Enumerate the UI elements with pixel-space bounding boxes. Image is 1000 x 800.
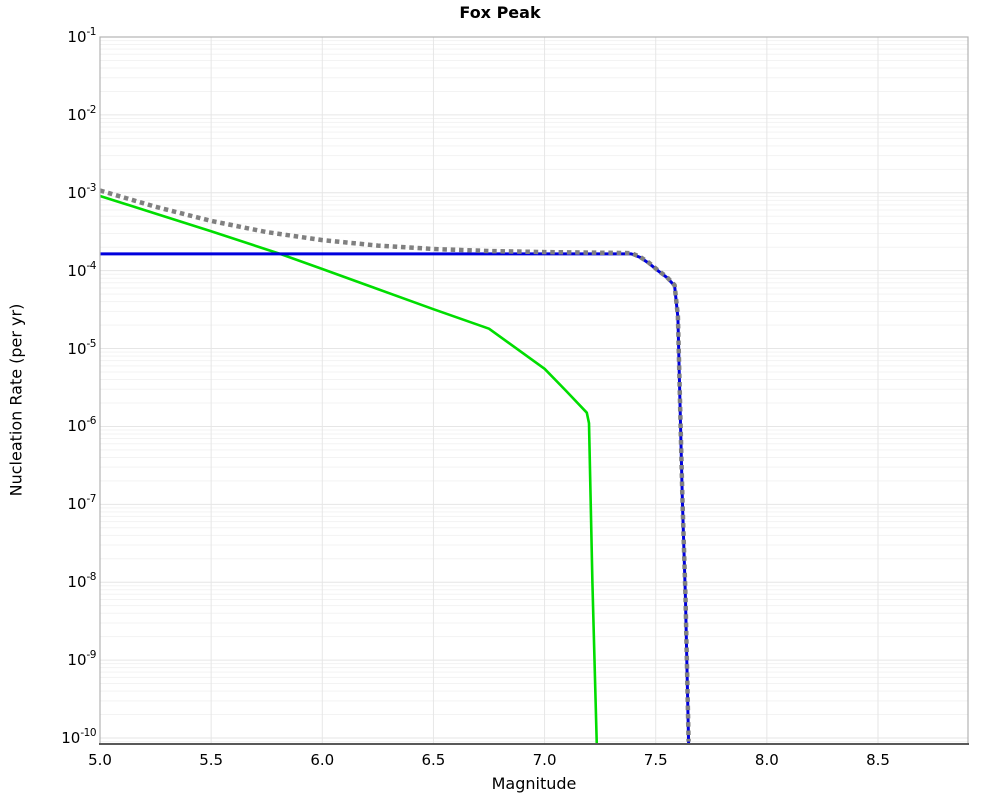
y-tick-label: 10-4 <box>67 259 96 280</box>
chart-title: Fox Peak <box>459 3 541 22</box>
x-tick-label: 5.0 <box>88 751 112 769</box>
plot-frame <box>99 36 969 745</box>
y-tick-label: 10-5 <box>67 337 96 358</box>
y-tick-label: 10-3 <box>67 181 96 202</box>
x-axis-label: Magnitude <box>491 774 577 793</box>
x-tick-label: 8.0 <box>754 751 779 769</box>
x-tick-label: 5.5 <box>199 751 224 769</box>
series-blue-flat-rate-curve <box>100 252 691 744</box>
x-tick-label: 6.0 <box>310 751 335 769</box>
x-tick-label: 6.5 <box>421 751 446 769</box>
series-gray-dotted-rate-curve <box>100 188 691 742</box>
x-tick-label: 7.5 <box>643 751 668 769</box>
series-green-rate-curve <box>100 194 599 744</box>
grid-lines <box>100 37 968 744</box>
y-tick-label: 10-1 <box>67 26 96 46</box>
x-tick-label: 7.0 <box>532 751 557 769</box>
y-tick-label: 10-8 <box>67 571 96 592</box>
y-tick-label: 10-2 <box>67 103 96 124</box>
y-tick-label: 10-7 <box>67 493 96 514</box>
y-tick-label: 10-10 <box>61 727 96 747</box>
y-tick-label: 10-6 <box>67 415 96 436</box>
series-group <box>100 188 691 744</box>
y-tick-label: 10-9 <box>67 649 96 670</box>
x-tick-label: 8.5 <box>866 751 890 769</box>
